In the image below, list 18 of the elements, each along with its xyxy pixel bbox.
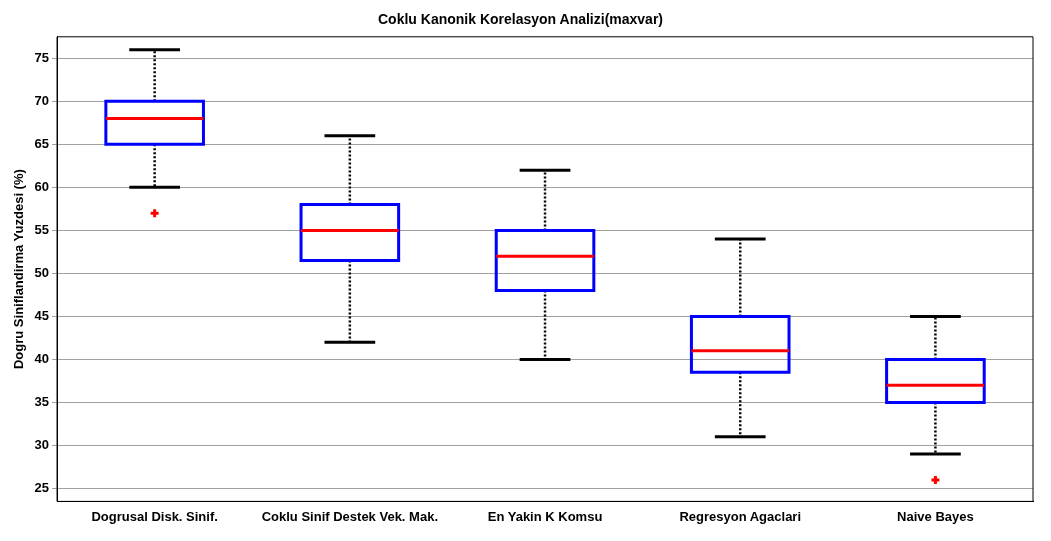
y-tick-label: 65 <box>34 135 50 151</box>
chart-title: Coklu Kanonik Korelasyon Analizi(maxvar) <box>378 11 663 28</box>
x-tick-label: Regresyon Agaclari <box>679 508 802 524</box>
y-tick-label: 50 <box>34 264 50 280</box>
y-axis-title: Dogru Siniflandirma Yuzdesi (%) <box>11 169 27 370</box>
x-tick-label: Naive Bayes <box>897 508 974 524</box>
y-tick-label: 60 <box>34 178 50 194</box>
y-tick-label: 30 <box>34 437 50 453</box>
y-tick-label: 25 <box>34 480 50 496</box>
x-tick-label: En Yakin K Komsu <box>487 508 603 524</box>
y-tick-label: 40 <box>34 351 50 367</box>
x-tick-label: Dogrusal Disk. Sinif. <box>91 508 218 524</box>
y-tick-label: 45 <box>34 308 50 323</box>
x-tick-label: Coklu Sinif Destek Vek. Mak. <box>261 508 438 524</box>
y-tick-label: 35 <box>34 394 50 410</box>
y-tick-label: 55 <box>34 221 50 237</box>
y-tick-label: 70 <box>34 92 50 108</box>
y-tick-label: 75 <box>34 49 50 65</box>
